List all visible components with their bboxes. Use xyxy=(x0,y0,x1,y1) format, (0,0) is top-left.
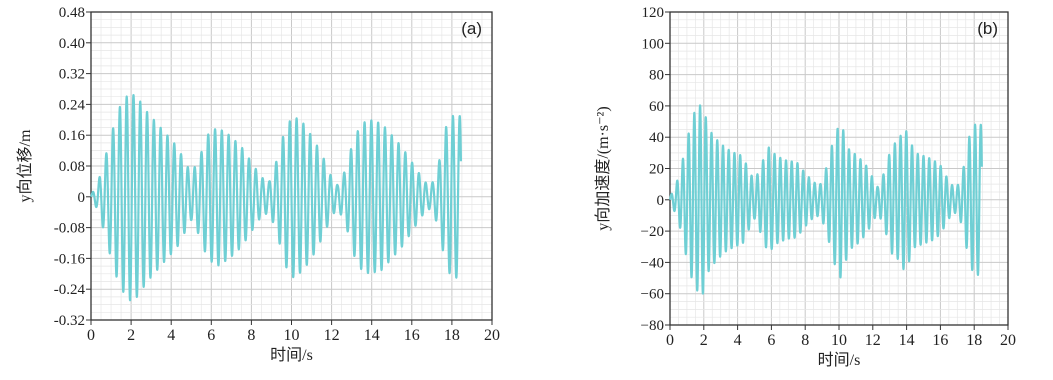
series-line-b xyxy=(668,104,983,295)
x-tick-label: 8 xyxy=(247,327,255,344)
x-tick-label: 6 xyxy=(767,332,775,349)
y-tick-label: 40 xyxy=(649,130,664,146)
y-tick-labels-b: −80 −60 −40 −20 0 20 40 60 80 100 120 xyxy=(641,5,670,334)
chart-panel-a: 0 2 4 6 8 10 12 14 16 18 20 -0.32-0.24-0.16-0.0800… xyxy=(16,5,500,364)
x-tick-label: 10 xyxy=(284,327,300,344)
x-tick-label: 16 xyxy=(404,327,420,344)
x-tick-labels-b: 0 2 4 6 8 10 12 14 16 18 20 xyxy=(666,325,1016,349)
x-axis-label-b: 时间/s xyxy=(818,351,861,369)
x-tick-label: 2 xyxy=(700,332,708,349)
y-tick-label: 100 xyxy=(642,36,665,52)
y-tick-label: 0.24 xyxy=(59,97,86,113)
y-tick-label: 60 xyxy=(649,99,664,115)
panel-label-b: (b) xyxy=(977,19,998,38)
series-line-a xyxy=(90,94,463,302)
y-tick-label: −20 xyxy=(641,224,664,240)
x-tick-label: 4 xyxy=(734,332,742,349)
y-tick-label: -0.24 xyxy=(54,282,86,298)
y-tick-label: −40 xyxy=(641,255,664,271)
y-tick-label: −80 xyxy=(641,318,664,334)
y-tick-label: 0.08 xyxy=(59,159,85,175)
x-tick-label: 18 xyxy=(966,332,982,349)
x-tick-label: 20 xyxy=(484,327,500,344)
y-tick-label: 0 xyxy=(78,190,86,206)
x-tick-label: 0 xyxy=(666,332,674,349)
y-tick-label: 0.40 xyxy=(59,36,85,52)
y-axis-label-b: y向加速度/(m·s⁻²) xyxy=(594,106,612,230)
x-tick-label: 4 xyxy=(167,327,175,344)
x-tick-labels-a: 0 2 4 6 8 10 12 14 16 18 20 xyxy=(87,320,500,344)
x-tick-label: 20 xyxy=(1000,332,1016,349)
y-tick-label: 80 xyxy=(649,68,664,84)
y-tick-label: 20 xyxy=(649,162,664,178)
x-axis-label-a: 时间/s xyxy=(270,346,313,364)
y-tick-label: -0.16 xyxy=(54,251,86,267)
y-tick-label: −60 xyxy=(641,287,664,303)
y-tick-label: 0 xyxy=(657,193,665,209)
y-tick-label: 0.16 xyxy=(59,128,86,144)
grid-a xyxy=(90,11,493,321)
y-tick-label: 0.32 xyxy=(59,67,85,83)
x-tick-label: 6 xyxy=(207,327,215,344)
x-tick-label: 18 xyxy=(444,327,460,344)
y-tick-label: 0.48 xyxy=(59,5,85,21)
x-tick-label: 8 xyxy=(801,332,809,349)
panel-label-a: (a) xyxy=(461,19,482,38)
chart-panel-b: 0 2 4 6 8 10 12 14 16 18 20 −80 −60 −40 −20 0 20 40 60 80 1… xyxy=(594,5,1016,369)
y-tick-labels-a: -0.32 -0.24 -0.16 -0.08 0 0.08 0.16 0.24 0.32 0.4… xyxy=(54,5,91,329)
y-axis-label-a: y向位移/m xyxy=(16,129,34,202)
y-tick-label: -0.32 xyxy=(54,313,85,329)
x-tick-label: 0 xyxy=(87,327,95,344)
y-tick-label: 120 xyxy=(642,5,665,21)
x-tick-label: 2 xyxy=(127,327,135,344)
y-tick-label: -0.08 xyxy=(54,221,85,237)
x-tick-label: 12 xyxy=(865,332,881,349)
x-tick-label: 14 xyxy=(364,327,380,344)
x-tick-label: 10 xyxy=(831,332,847,349)
x-tick-label: 12 xyxy=(324,327,340,344)
x-tick-label: 14 xyxy=(899,332,915,349)
x-tick-label: 16 xyxy=(932,332,948,349)
